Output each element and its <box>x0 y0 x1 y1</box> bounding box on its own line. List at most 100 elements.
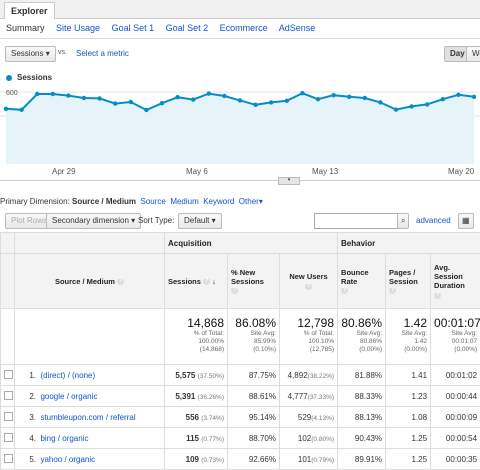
dimension-keyword[interactable]: Keyword <box>203 197 234 206</box>
data-point[interactable] <box>222 94 226 98</box>
bounce-rate-cell: 88.13% <box>338 407 386 428</box>
subtab-ecommerce[interactable]: Ecommerce <box>220 23 268 33</box>
help-icon[interactable]: ? <box>389 287 396 294</box>
data-point[interactable] <box>285 99 289 103</box>
secondary-dimension-select[interactable]: Secondary dimension ▾ <box>46 213 141 229</box>
column-header-bounce-rate[interactable]: Bounce Rate? <box>338 254 386 309</box>
data-point[interactable] <box>51 92 55 96</box>
data-point[interactable] <box>441 97 445 101</box>
data-point[interactable] <box>129 100 133 104</box>
column-header-pages-session[interactable]: Pages / Session? <box>386 254 431 309</box>
sessions-chart[interactable]: 600300 <box>0 82 480 178</box>
sort-type-value: Default <box>184 216 209 225</box>
data-point[interactable] <box>35 92 39 96</box>
subtab-goal-set-2[interactable]: Goal Set 2 <box>166 23 209 33</box>
advanced-link[interactable]: advanced <box>416 216 451 225</box>
source-medium-link[interactable]: (direct) / (none) <box>40 371 95 380</box>
help-icon[interactable]: ? <box>231 287 238 294</box>
data-point[interactable] <box>253 103 257 107</box>
new-sessions-cell: 95.14% <box>228 407 280 428</box>
source-medium-link[interactable]: bing / organic <box>40 434 88 443</box>
sort-type-select[interactable]: Default ▾ <box>178 213 222 229</box>
data-point[interactable] <box>238 98 242 102</box>
data-point[interactable] <box>269 100 273 104</box>
data-point[interactable] <box>472 95 476 99</box>
data-point[interactable] <box>207 91 211 95</box>
subtab-site-usage[interactable]: Site Usage <box>56 23 100 33</box>
data-point[interactable] <box>456 93 460 97</box>
data-point[interactable] <box>82 96 86 100</box>
new-sessions-cell: 88.61% <box>228 386 280 407</box>
data-point[interactable] <box>331 93 335 97</box>
total-cell: 86.08%Site Avg:85.99%(0.10%) <box>228 309 280 365</box>
data-point[interactable] <box>175 95 179 99</box>
source-medium-link[interactable]: stumbleupon.com / referral <box>40 413 135 422</box>
column-label: Avg. Session Duration <box>434 263 465 290</box>
data-point[interactable] <box>19 108 23 112</box>
data-point[interactable] <box>409 104 413 108</box>
dimension-source[interactable]: Source <box>141 197 166 206</box>
help-icon[interactable]: ? <box>434 292 441 299</box>
row-number: 1. <box>18 371 36 380</box>
column-label: Bounce Rate <box>341 268 369 286</box>
dimension-other[interactable]: Other <box>239 197 259 206</box>
row-checkbox[interactable] <box>4 412 13 421</box>
total-value: 86.08% <box>231 316 276 330</box>
table-search-input[interactable] <box>314 213 398 229</box>
source-medium-link[interactable]: yahoo / organic <box>40 455 95 464</box>
resize-handle-icon[interactable]: ▾ <box>278 177 300 185</box>
data-point[interactable] <box>394 107 398 111</box>
data-point[interactable] <box>347 95 351 99</box>
row-checkbox[interactable] <box>4 433 13 442</box>
column-header-new-sessions[interactable]: % New Sessions? <box>228 254 280 309</box>
data-table: Acquisition Behavior Source / Medium ? S… <box>0 232 480 470</box>
totals-spacer <box>15 309 165 365</box>
data-point[interactable] <box>316 97 320 101</box>
data-point[interactable] <box>66 93 70 97</box>
column-header-avg-duration[interactable]: Avg. Session Duration? <box>431 254 480 309</box>
help-icon[interactable]: ? <box>341 287 348 294</box>
subtab-summary[interactable]: Summary <box>6 23 45 33</box>
data-point[interactable] <box>4 107 8 111</box>
help-icon[interactable]: ? <box>203 278 210 285</box>
pages-session-cell: 1.41 <box>386 365 431 386</box>
dimension-medium[interactable]: Medium <box>170 197 198 206</box>
data-point[interactable] <box>97 96 101 100</box>
subtab-goal-set-1[interactable]: Goal Set 1 <box>112 23 155 33</box>
row-checkbox[interactable] <box>4 454 13 463</box>
source-medium-link[interactable]: google / organic <box>40 392 97 401</box>
column-header-new-users[interactable]: New Users? <box>280 254 338 309</box>
bounce-rate-cell: 89.91% <box>338 449 386 470</box>
data-point[interactable] <box>144 108 148 112</box>
subtab-adsense[interactable]: AdSense <box>279 23 316 33</box>
explorer-tab[interactable]: Explorer <box>4 2 55 19</box>
row-checkbox[interactable] <box>4 370 13 379</box>
data-point[interactable] <box>425 102 429 106</box>
sessions-cell: 109 (0.73%) <box>165 449 228 470</box>
data-point[interactable] <box>160 101 164 105</box>
column-header-source-medium[interactable]: Source / Medium ? <box>15 254 165 309</box>
total-cell: 14,868% of Total:100.00%(14,868) <box>165 309 228 365</box>
select-metric-link[interactable]: Select a metric <box>76 49 129 58</box>
data-point[interactable] <box>300 91 304 95</box>
primary-dimension-active: Source / Medium <box>72 197 136 206</box>
chevron-down-icon: ▾ <box>212 216 216 225</box>
column-label: Source / Medium <box>55 277 115 286</box>
data-point[interactable] <box>113 101 117 105</box>
grid-view-icon[interactable]: ▦ <box>458 213 474 229</box>
week-button[interactable]: Wee <box>466 46 480 62</box>
help-icon[interactable]: ? <box>305 283 312 290</box>
column-label: New Users <box>289 272 327 281</box>
row-number: 3. <box>18 413 36 422</box>
search-icon[interactable]: ⌕ <box>397 213 409 229</box>
data-point[interactable] <box>378 100 382 104</box>
metric-select[interactable]: Sessions ▾ <box>5 46 56 62</box>
total-sub: % of Total: <box>168 330 224 338</box>
help-icon[interactable]: ? <box>117 278 124 285</box>
total-sub: 80.86% <box>341 338 382 346</box>
data-point[interactable] <box>363 96 367 100</box>
data-point[interactable] <box>191 97 195 101</box>
column-header-sessions[interactable]: Sessions ? ↓ <box>165 254 228 309</box>
row-checkbox[interactable] <box>4 391 13 400</box>
